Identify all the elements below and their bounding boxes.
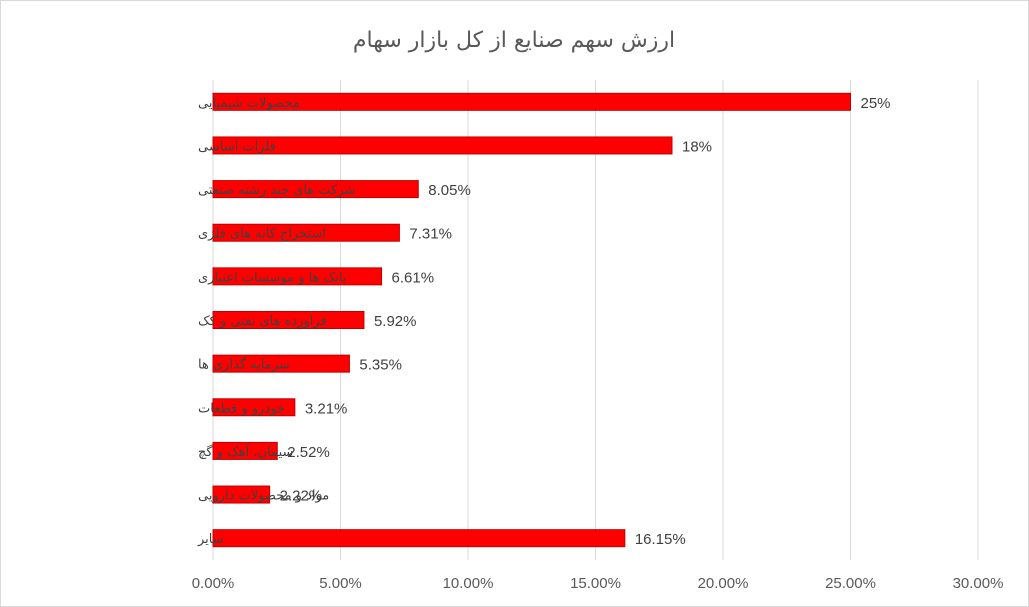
- category-label: شرکت های چند رشته صنعتی: [198, 183, 355, 198]
- bar: [212, 180, 419, 199]
- gridlines: [212, 80, 979, 560]
- data-labels: 25% 18% 8.05% 7.31% 6.61% 5.92% 5.35% 3.21% 2.52…: [280, 95, 891, 548]
- bar: [212, 398, 296, 417]
- category-label: مواد و محصولات دارویی: [198, 489, 329, 504]
- x-tick-label: 10.00%: [443, 575, 494, 592]
- data-label: 5.35%: [359, 357, 402, 374]
- x-tick-label: 0.00%: [192, 575, 235, 592]
- x-tick-label: 30.00%: [953, 575, 1004, 592]
- category-label: فلزات اساسی: [198, 139, 276, 154]
- bars: [212, 92, 851, 548]
- data-label: 3.21%: [305, 400, 348, 417]
- data-label: 2.22%: [280, 488, 323, 505]
- category-label: استخراج کانه های فلزی: [198, 227, 326, 242]
- data-label: 7.31%: [409, 226, 452, 243]
- x-tick-label: 25.00%: [825, 575, 876, 592]
- data-label: 16.15%: [635, 531, 686, 548]
- bar: [212, 136, 673, 155]
- bar: [212, 92, 851, 111]
- category-labels: محصولات شیمیایی فلزات اساسی شرکت های چند ر…: [197, 96, 355, 547]
- x-axis-tick-labels: 0.00% 5.00% 10.00% 15.00% 20.00% 25.00% 30.00%: [192, 575, 1004, 592]
- category-label: محصولات شیمیایی: [198, 96, 300, 111]
- category-label: بانک ها و موسسات اعتباری: [198, 270, 346, 285]
- category-label: سیمان، آهک و گچ: [198, 443, 293, 460]
- data-label: 5.92%: [374, 313, 417, 330]
- data-label: 8.05%: [428, 182, 471, 199]
- bar: [212, 311, 365, 329]
- bar: [212, 441, 278, 460]
- bar: [212, 485, 271, 504]
- bar: [212, 529, 626, 548]
- category-label: سرمایه گذاری ها: [198, 357, 290, 373]
- category-label: خودرو و قطعات: [198, 401, 285, 416]
- x-tick-label: 5.00%: [319, 575, 362, 592]
- chart-title: ارزش سهم صنایع از کل بازار سهام: [353, 28, 675, 53]
- bar: [212, 267, 383, 286]
- x-tick-label: 20.00%: [698, 575, 749, 592]
- bar: [212, 223, 400, 242]
- data-label: 25%: [861, 95, 891, 112]
- category-label: سایر: [197, 532, 224, 547]
- data-label: 2.52%: [287, 444, 330, 461]
- category-label: فراورده های نفتی و کک: [198, 314, 327, 329]
- data-label: 18%: [682, 138, 712, 155]
- data-label: 6.61%: [392, 269, 435, 286]
- x-tick-label: 15.00%: [570, 575, 621, 592]
- bar: [212, 354, 350, 373]
